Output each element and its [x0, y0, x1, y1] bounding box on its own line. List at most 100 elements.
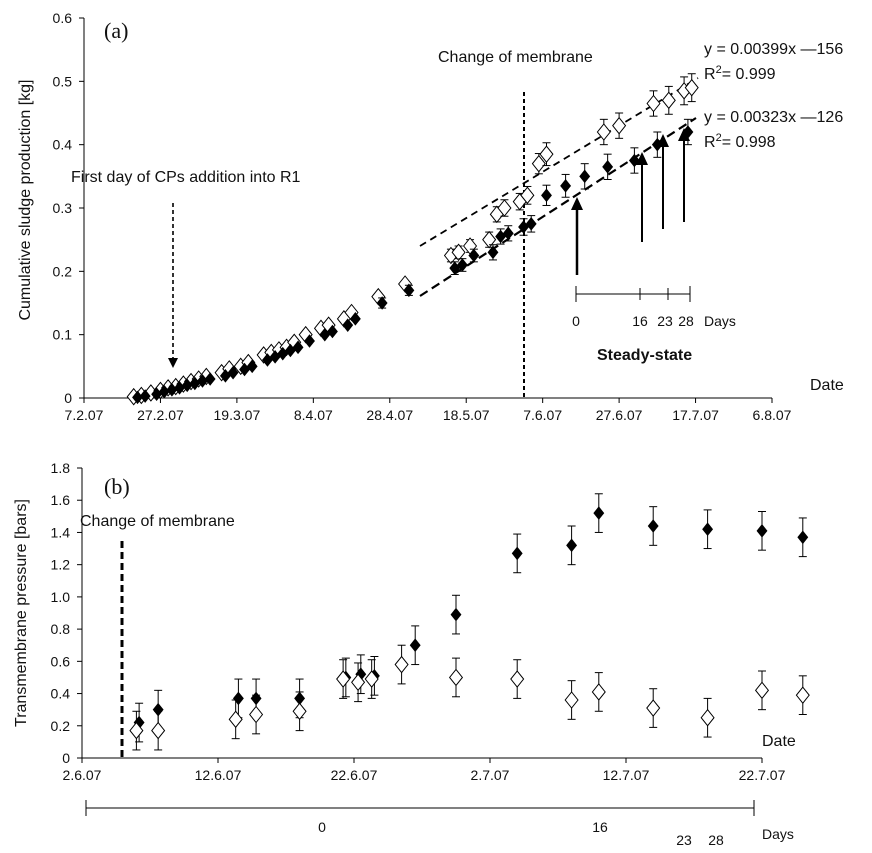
x-tick-label: 28.4.07: [366, 407, 413, 423]
open-diamond-point: [684, 78, 699, 97]
x-tick-label: 7.6.07: [523, 407, 562, 423]
y-tick-label: 0.8: [51, 621, 71, 637]
open-diamond-point: [336, 670, 351, 688]
open-diamond-point: [129, 721, 144, 740]
open-diamond-point: [151, 721, 166, 740]
filled-diamond-point: [232, 691, 244, 706]
y-tick-label: 0.5: [53, 73, 73, 89]
open-diamond-point: [596, 123, 611, 141]
panel-b: (b) Transmembrane pressure [bars] Date 0…: [13, 460, 810, 848]
open-diamond-point: [292, 702, 307, 721]
panel-a-steady-state-label: Steady-state: [597, 347, 692, 364]
panel-a-fit-eq-open: y = 0.00399x —156: [704, 41, 843, 58]
filled-diamond-point: [628, 153, 640, 168]
open-diamond-point: [448, 668, 464, 687]
x-tick-label: 7.2.07: [65, 407, 104, 423]
y-tick-label: 0: [62, 750, 70, 766]
panel-a-membrane-label: Change of membrane: [438, 49, 593, 66]
filled-diamond-point: [797, 530, 809, 545]
filled-diamond-point: [602, 160, 614, 174]
y-tick-label: 0.1: [53, 327, 73, 343]
y-tick-label: 0.6: [51, 653, 71, 669]
filled-diamond-point: [579, 169, 591, 184]
x-tick-label: 19.3.07: [214, 407, 261, 423]
panel-b-day-tick-16: 16: [592, 819, 608, 835]
x-tick-label: 22.6.07: [331, 767, 378, 783]
filled-diamond-point: [502, 226, 514, 241]
panel-a-day-tick-23: 23: [657, 313, 673, 329]
filled-diamond-point: [246, 359, 258, 374]
open-diamond-point: [661, 91, 676, 110]
filled-diamond-point: [204, 372, 216, 386]
filled-diamond-point: [304, 334, 315, 348]
filled-diamond-point: [541, 188, 552, 203]
open-diamond-point: [646, 699, 661, 717]
open-diamond-point: [591, 683, 606, 701]
open-diamond-point: [531, 154, 546, 173]
panel-a: (a) Cumulative sludge production [kg] Da…: [17, 10, 844, 423]
panel-b-x-ticks: 2.6.07 12.6.07 22.6.07 2.7.07 12.7.07 22.7.07: [63, 758, 786, 783]
y-tick-label: 1.6: [51, 492, 71, 508]
panel-a-y-ticks: 0 0.1 0.2 0.3 0.4 0.5 0.6: [53, 10, 84, 406]
x-tick-label: 12.7.07: [603, 767, 650, 783]
panel-b-day-tick-28: 28: [708, 832, 724, 848]
open-diamond-point: [497, 199, 512, 217]
y-tick-label: 1.0: [51, 589, 71, 605]
panel-a-fit-line-filled: [419, 117, 697, 297]
x-tick-label: 27.6.07: [596, 407, 643, 423]
panel-a-fit-r2-open: R2= 0.999: [704, 64, 776, 83]
panel-b-day-tick-0: 0: [318, 819, 326, 835]
panel-a-day-tick-16: 16: [632, 313, 648, 329]
panel-a-fit-eq-filled: y = 0.00323x —126: [704, 109, 843, 126]
filled-diamond-point: [651, 137, 663, 152]
x-tick-label: 2.6.07: [63, 767, 102, 783]
filled-diamond-point: [292, 340, 304, 355]
filled-diamond-point: [560, 179, 572, 193]
filled-diamond-point: [468, 248, 480, 263]
filled-diamond-point: [139, 389, 151, 403]
x-tick-label: 22.7.07: [739, 767, 786, 783]
open-diamond-point: [510, 670, 525, 688]
y-tick-label: 1.8: [51, 460, 71, 476]
filled-diamond-point: [511, 546, 523, 561]
filled-diamond-point: [702, 522, 714, 537]
filled-diamond-point: [593, 506, 605, 520]
filled-diamond-point: [349, 312, 361, 326]
filled-diamond-point: [525, 217, 537, 231]
x-tick-label: 17.7.07: [672, 407, 719, 423]
open-diamond-point: [754, 681, 770, 700]
panel-a-label: (a): [104, 18, 128, 43]
panel-b-membrane-label: Change of membrane: [80, 513, 235, 530]
y-tick-label: 0.2: [51, 718, 71, 734]
panel-b-xlabel: Date: [762, 733, 796, 750]
open-diamond-point: [795, 686, 810, 704]
filled-diamond-point: [756, 524, 768, 538]
panel-b-data-points: [129, 493, 810, 751]
panel-a-days-label: Days: [704, 313, 736, 329]
open-diamond-point: [451, 243, 466, 262]
x-tick-label: 27.2.07: [137, 407, 184, 423]
open-diamond-point: [364, 670, 379, 688]
open-diamond-point: [228, 710, 243, 729]
x-tick-label: 12.6.07: [195, 767, 242, 783]
y-tick-label: 1.2: [51, 557, 71, 573]
x-tick-label: 2.7.07: [471, 767, 510, 783]
y-tick-label: 0.2: [53, 263, 73, 279]
filled-diamond-point: [342, 318, 354, 332]
filled-diamond-point: [682, 125, 694, 139]
open-diamond-point: [700, 708, 715, 727]
panel-a-cps-arrowhead: [168, 358, 178, 368]
panel-a-data-points: [126, 73, 699, 406]
filled-diamond-point: [456, 258, 468, 272]
panel-b-days-scale: 0 16 23 28 Days: [85, 800, 794, 848]
panel-a-cps-label: First day of CPs addition into R1: [71, 169, 301, 186]
filled-diamond-point: [487, 245, 499, 260]
panel-a-day-tick-28: 28: [678, 313, 694, 329]
filled-diamond-point: [409, 638, 421, 653]
panel-a-x-ticks: 7.2.07 27.2.07 19.3.07 8.4.07 28.4.07 18.5.07…: [65, 398, 792, 423]
y-tick-label: 0: [64, 390, 72, 406]
filled-diamond-point: [327, 324, 338, 339]
panel-b-days-label: Days: [762, 826, 794, 842]
filled-diamond-point: [227, 365, 239, 380]
